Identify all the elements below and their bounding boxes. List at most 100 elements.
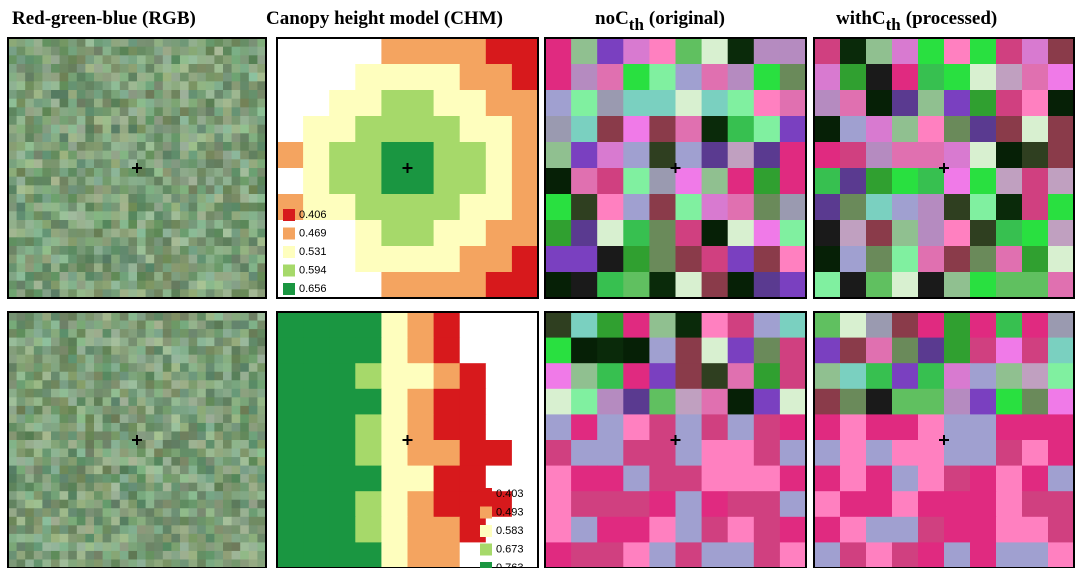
pixel <box>381 542 408 568</box>
pixel <box>249 142 258 151</box>
pixel <box>8 363 17 372</box>
pixel <box>460 64 487 91</box>
pixel <box>408 389 435 415</box>
pixel <box>42 281 51 290</box>
pixel <box>42 133 51 142</box>
pixel <box>146 389 155 398</box>
pixel <box>34 246 43 255</box>
pixel <box>25 64 34 73</box>
pixel <box>111 64 120 73</box>
pixel <box>51 185 60 194</box>
pixel <box>249 55 258 64</box>
pixel <box>214 272 223 281</box>
pixel <box>214 90 223 99</box>
pixel <box>154 338 163 347</box>
pixel <box>137 372 146 381</box>
pixel <box>623 542 650 568</box>
pixel <box>120 194 129 203</box>
pixel <box>728 542 755 568</box>
pixel <box>649 116 676 143</box>
pixel <box>408 363 435 389</box>
pixel <box>77 220 86 229</box>
pixel <box>137 73 146 82</box>
pixel <box>649 220 676 247</box>
pixel <box>180 73 189 82</box>
pixel <box>434 142 461 169</box>
pixel <box>51 389 60 398</box>
pixel <box>189 346 198 355</box>
pixel <box>171 133 180 142</box>
pixel <box>154 312 163 321</box>
pixel <box>146 329 155 338</box>
pixel <box>163 133 172 142</box>
pixel <box>146 414 155 423</box>
pixel <box>329 116 356 143</box>
pixel <box>408 38 435 65</box>
legend-swatch <box>480 544 492 556</box>
pixel <box>676 466 703 492</box>
pixel <box>68 185 77 194</box>
pixel <box>146 255 155 264</box>
pixel <box>68 457 77 466</box>
pixel <box>814 363 841 389</box>
pixel <box>434 466 461 492</box>
pixel <box>892 389 919 415</box>
pixel <box>120 380 129 389</box>
pixel <box>214 177 223 186</box>
pixel <box>434 542 461 568</box>
pixel <box>94 534 103 543</box>
pixel <box>8 125 17 134</box>
pixel <box>68 64 77 73</box>
pixel <box>51 551 60 560</box>
pixel <box>8 423 17 432</box>
pixel <box>180 177 189 186</box>
pixel <box>120 220 129 229</box>
pixel <box>60 133 69 142</box>
pixel <box>486 64 513 91</box>
pixel <box>103 346 112 355</box>
pixel <box>918 414 945 440</box>
pixel <box>180 151 189 160</box>
pixel <box>623 440 650 466</box>
pixel <box>42 142 51 151</box>
pixel <box>434 440 461 466</box>
pixel <box>111 397 120 406</box>
pixel <box>206 281 215 290</box>
pixel <box>223 508 232 517</box>
pixel <box>780 466 807 492</box>
pixel <box>434 116 461 143</box>
pixel <box>754 517 781 543</box>
pixel <box>163 321 172 330</box>
pixel <box>197 90 206 99</box>
pixel <box>232 185 241 194</box>
legend-label: 0.469 <box>299 227 327 239</box>
pixel <box>249 281 258 290</box>
pixel <box>25 99 34 108</box>
pixel <box>180 90 189 99</box>
pixel <box>68 281 77 290</box>
pixel <box>68 534 77 543</box>
pixel <box>42 73 51 82</box>
pixel <box>249 90 258 99</box>
pixel <box>85 203 94 212</box>
pixel <box>197 194 206 203</box>
pixel <box>94 107 103 116</box>
pixel <box>918 517 945 543</box>
pixel <box>223 263 232 272</box>
pixel <box>17 346 26 355</box>
header-sub: th <box>629 15 645 34</box>
pixel <box>8 329 17 338</box>
pixel <box>460 414 487 440</box>
pixel <box>180 159 189 168</box>
pixel <box>111 237 120 246</box>
pixel <box>996 246 1023 273</box>
pixel <box>597 90 624 117</box>
pixel <box>214 372 223 381</box>
pixel <box>840 338 867 364</box>
pixel <box>85 346 94 355</box>
pixel <box>303 64 330 91</box>
pixel <box>249 363 258 372</box>
pixel <box>120 55 129 64</box>
pixel <box>163 466 172 475</box>
pixel <box>25 211 34 220</box>
